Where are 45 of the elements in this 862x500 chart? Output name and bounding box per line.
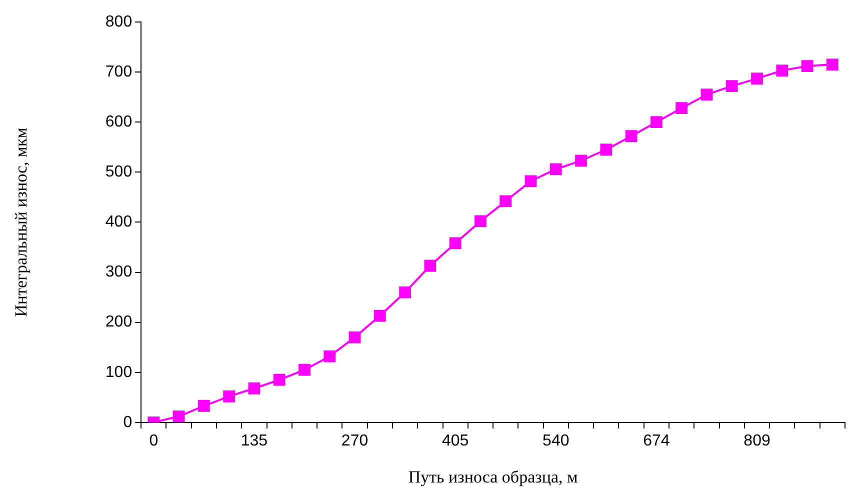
point [600,144,612,156]
point [826,58,838,70]
point [474,215,486,228]
x-tick-label: 674 [643,432,670,450]
point [676,102,688,114]
point [726,80,738,92]
y-tick-label: 300 [105,264,132,281]
point [223,390,236,402]
point [700,88,713,101]
y-tick-label: 200 [105,314,132,331]
point [500,195,512,208]
point [198,400,210,412]
x-tick-label: 270 [341,432,368,450]
point [751,72,763,85]
x-axis-title: Путь износа образца, м [408,467,578,486]
y-tick-label: 500 [105,164,132,181]
point [524,175,537,188]
point [449,237,462,250]
x-tick-label: 135 [240,432,268,450]
point [575,154,587,167]
point [550,163,562,176]
point [172,410,185,422]
point [324,350,336,362]
y-tick-label: 400 [105,214,132,231]
point [248,382,260,394]
point [348,331,361,344]
x-tick-label: 405 [442,432,469,450]
y-tick-label: 100 [105,364,132,381]
point [424,260,436,272]
y-tick-label: 0 [123,414,132,431]
point [298,364,310,376]
y-tick-label: 700 [105,63,132,80]
y-tick-label: 600 [105,114,132,131]
x-tick-label: 540 [542,432,570,450]
point [625,130,638,142]
y-axis-title: Интегральный износ, мкм [12,127,31,317]
point [374,310,386,322]
x-tick-label: 0 [149,432,158,450]
point [776,64,788,76]
point [273,374,286,386]
point [801,60,814,72]
point [650,116,662,128]
x-tick-label: 809 [744,432,770,450]
y-tick-label: 800 [105,13,132,30]
point [399,286,412,298]
